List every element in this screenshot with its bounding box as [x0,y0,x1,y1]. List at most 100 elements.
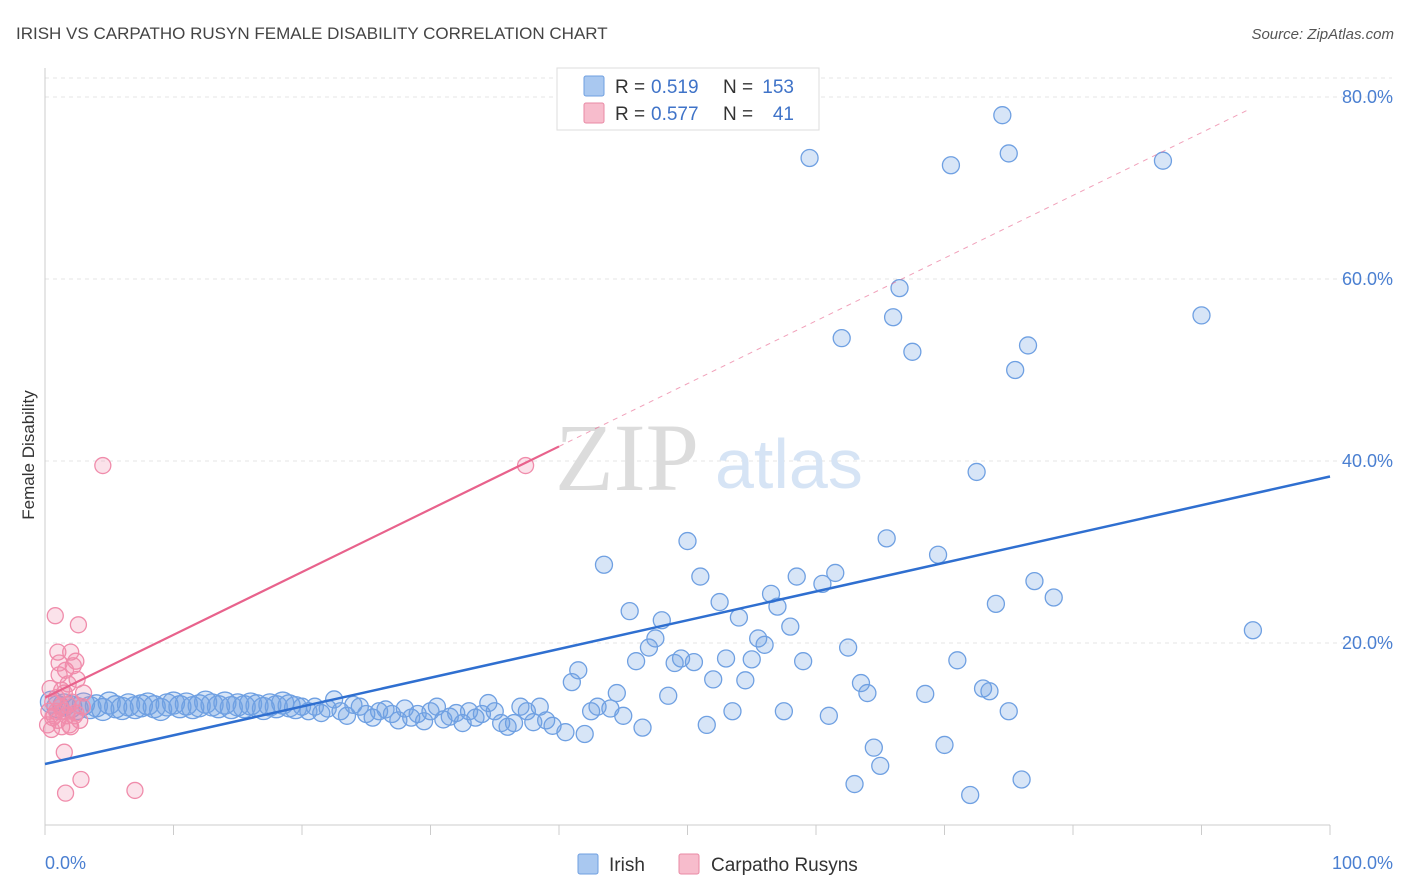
point-irish [1018,336,1038,355]
point-irish [883,308,903,327]
legend-bottom-swatch-rusyn [678,853,700,875]
point-irish [337,706,357,725]
point-irish [935,735,954,755]
trend-line-rusyn [44,445,560,699]
point-irish [716,649,736,668]
point-irish [704,670,723,689]
point-irish [626,652,646,671]
point-irish [504,713,524,733]
point-irish [110,696,134,721]
point-irish [607,683,626,703]
y-tick-label: 60.0% [1342,269,1393,289]
point-irish [928,545,948,564]
point-irish [1243,621,1263,640]
trend-line-rusyn-extension [558,110,1247,447]
point-irish [941,156,961,175]
trend-lines [44,110,1331,766]
point-irish [161,691,186,715]
legend-n-label-irish: N = [723,77,753,98]
point-irish [794,652,813,671]
point-irish [646,629,665,648]
point-rusyn [64,657,82,675]
point-rusyn [74,684,93,702]
point-rusyn [50,654,68,672]
point-irish [350,697,369,716]
legend-r-value-irish: 0.519 [651,77,699,98]
point-irish [684,652,704,672]
point-irish [344,695,363,715]
point-irish [774,702,794,721]
legend-bottom-label-irish: Irish [609,855,645,876]
point-irish [556,723,575,742]
point-irish [729,608,749,627]
point-irish [97,691,121,715]
point-irish [206,695,231,719]
point-irish [832,328,851,348]
point-irish [864,738,883,757]
point-irish [993,106,1012,125]
point-irish [723,702,742,721]
point-irish [890,278,909,298]
point-irish [851,673,871,693]
watermark-atlas: atlas [715,425,863,503]
legend-r-label-rusyn: R = [615,104,645,125]
point-irish [903,342,922,361]
point-irish [1153,151,1173,170]
chart-source: Source: ZipAtlas.com [1251,26,1394,43]
point-rusyn [44,708,62,727]
point-irish [1192,306,1211,325]
legend-r-value-rusyn: 0.577 [651,104,699,125]
point-irish [691,567,710,586]
watermark-zip: ZIP [555,404,699,511]
point-rusyn [56,784,75,802]
point-irish [967,462,986,482]
point-irish [1012,770,1031,789]
legend-swatch-irish [583,75,605,97]
point-irish [961,785,980,805]
point-irish [575,724,594,744]
point-irish [948,651,967,670]
point-irish [620,602,639,621]
point-irish [999,702,1018,721]
legend-n-value-irish: 153 [762,77,794,98]
point-irish [877,529,896,548]
point-irish [999,144,1018,163]
legend-swatch-rusyn [583,102,605,124]
point-rusyn [46,607,64,625]
point-irish [980,682,999,701]
legend-bottom-label-rusyn: Carpatho Rusyns [711,855,858,876]
point-rusyn [72,770,90,789]
point-irish [871,756,890,775]
point-irish [781,617,800,636]
point-irish [697,715,716,735]
legend-r-label-irish: R = [615,77,645,98]
x-axis-ticks [44,825,1331,835]
point-irish [986,594,1006,614]
y-tick-label: 20.0% [1342,633,1393,653]
x-tick-label-min: 0.0% [45,853,86,873]
y-tick-label: 80.0% [1342,87,1393,107]
point-irish [710,592,729,612]
point-irish [916,684,935,704]
point-irish [594,555,614,574]
point-irish [614,706,633,725]
y-tick-labels: 20.0% 40.0% 60.0% 80.0% [1342,87,1393,653]
point-irish [755,635,774,654]
point-rusyn [62,643,80,661]
y-axis-label: Female Disability [19,390,38,520]
point-irish [414,712,434,731]
point-irish [845,774,864,794]
point-irish [800,148,819,168]
point-irish [678,531,697,551]
point-irish [858,683,877,703]
legend-bottom-swatch-irish [577,853,599,875]
series-irish [39,106,1263,805]
x-tick-label-max: 100.0% [1332,853,1393,873]
chart-title: IRISH VS CARPATHO RUSYN FEMALE DISABILIT… [16,24,608,43]
point-rusyn [69,616,88,634]
point-irish [659,686,678,705]
point-irish [1025,571,1044,591]
legend-n-label-rusyn: N = [723,104,753,125]
point-irish [569,661,588,680]
